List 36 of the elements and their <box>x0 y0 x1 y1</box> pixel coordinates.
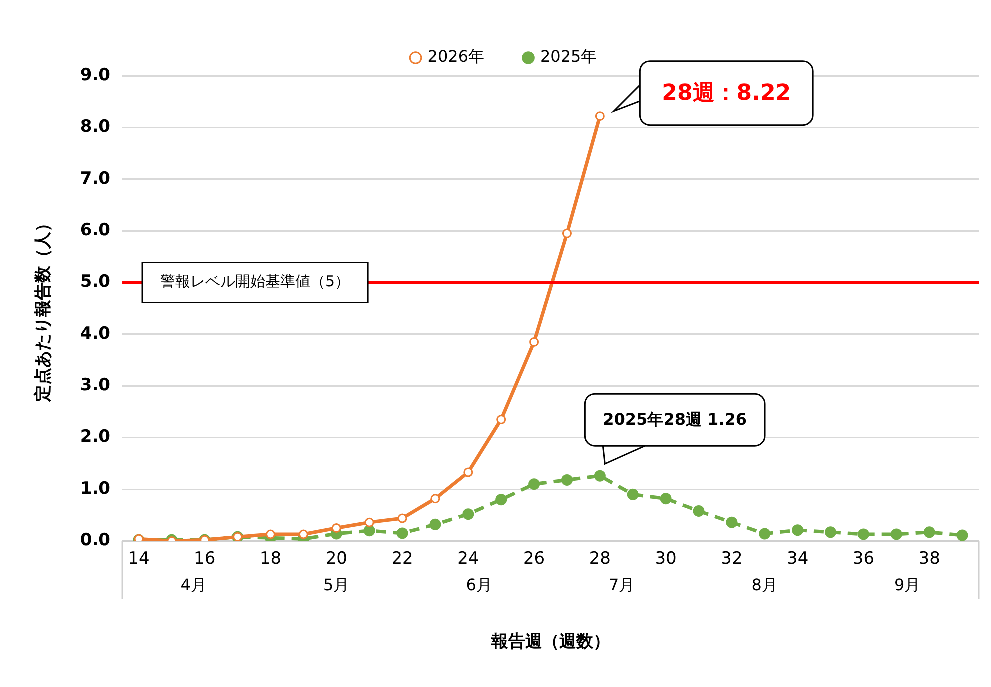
text: 9月 <box>894 575 921 594</box>
x-tick-label: 38 <box>918 548 940 569</box>
y-tick-label: 3.0 <box>80 376 111 396</box>
x-tick-label: 28 <box>589 548 611 569</box>
y-tick-label: 2.0 <box>80 427 111 448</box>
legend-label: 2025年 <box>540 47 598 66</box>
text: 5月 <box>324 575 350 594</box>
y-tick-label: 0.0 <box>80 530 111 551</box>
x-tick-label: 30 <box>655 548 677 569</box>
x-tick-label: 20 <box>326 548 348 569</box>
x-axis-title: 報告週（週数） <box>490 632 610 652</box>
annotation: 28週：8.22 <box>662 81 792 106</box>
annotation: 2025年28週 1.26 <box>603 410 748 430</box>
ref-line-label: 警報レベル開始基準値（5） <box>160 272 350 291</box>
x-tick-label: 22 <box>392 548 414 569</box>
x-tick-label: 36 <box>852 548 875 569</box>
x-tick-label: 32 <box>721 548 743 569</box>
y-tick-label: 6.0 <box>80 220 111 240</box>
y-tick-label: 7.0 <box>80 168 111 189</box>
text: 8月 <box>752 575 778 594</box>
x-tick-label: 14 <box>128 548 150 569</box>
y-tick-label: 1.0 <box>80 478 111 499</box>
legend-label: 2026年 <box>428 47 484 66</box>
y-tick-label: 9.0 <box>80 65 111 86</box>
y-axis-title: 定点あたり報告数（人） <box>34 215 54 404</box>
y-tick-label: 5.0 <box>80 272 111 292</box>
x-tick-label: 26 <box>523 548 546 569</box>
y-tick-label: 4.0 <box>80 324 111 344</box>
x-tick-label: 34 <box>787 548 809 569</box>
x-tick-label: 24 <box>458 548 480 569</box>
x-tick-label: 18 <box>260 548 282 569</box>
text: 4月 <box>180 575 207 594</box>
text: 7月 <box>609 575 636 594</box>
text: 6月 <box>466 575 492 594</box>
x-tick-label: 16 <box>194 548 216 569</box>
y-tick-label: 8.0 <box>80 117 111 138</box>
